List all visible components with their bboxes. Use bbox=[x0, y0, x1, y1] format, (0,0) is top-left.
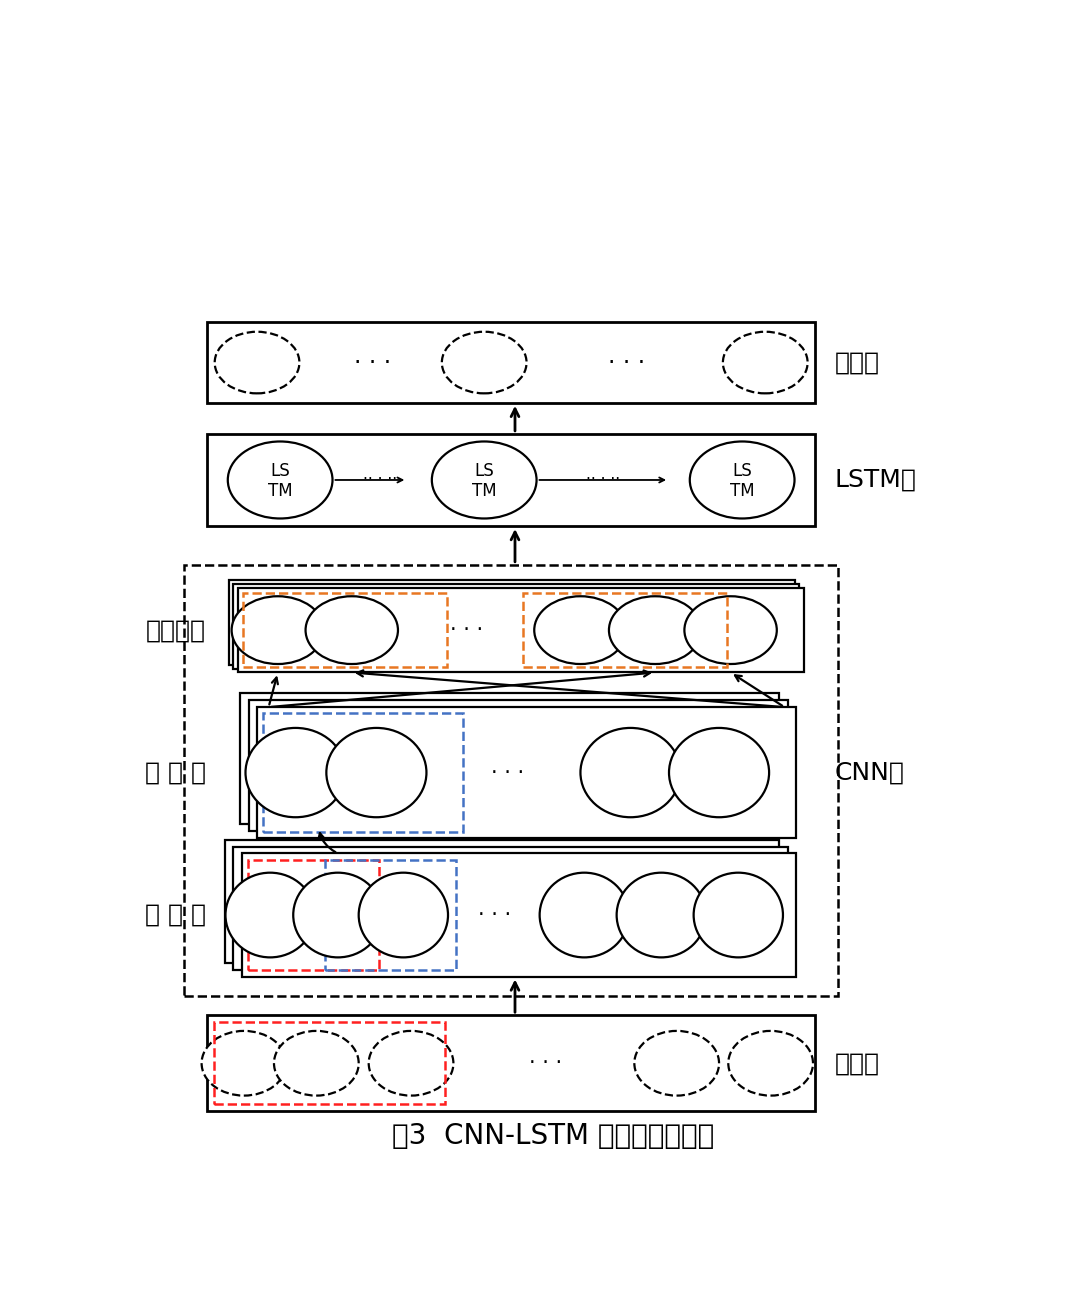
Text: 全连接层: 全连接层 bbox=[146, 618, 205, 642]
Text: · · ·: · · · bbox=[608, 350, 645, 375]
Bar bbox=[242, 854, 796, 977]
Ellipse shape bbox=[723, 332, 808, 393]
Ellipse shape bbox=[215, 332, 299, 393]
Ellipse shape bbox=[685, 596, 777, 664]
Bar bbox=[325, 859, 456, 970]
Ellipse shape bbox=[728, 1031, 813, 1096]
Ellipse shape bbox=[690, 442, 795, 518]
Bar bbox=[248, 700, 787, 831]
Ellipse shape bbox=[326, 727, 427, 818]
Bar bbox=[238, 588, 804, 672]
Ellipse shape bbox=[245, 727, 346, 818]
Ellipse shape bbox=[359, 872, 448, 957]
Bar bbox=[233, 584, 799, 669]
Ellipse shape bbox=[609, 596, 701, 664]
Text: 图3  CNN-LSTM 模型结构示意图: 图3 CNN-LSTM 模型结构示意图 bbox=[392, 1121, 715, 1150]
Bar bbox=[225, 840, 779, 963]
Text: 池 化 层: 池 化 层 bbox=[146, 761, 206, 784]
Ellipse shape bbox=[535, 596, 626, 664]
Bar bbox=[257, 707, 796, 839]
Text: · · ·: · · · bbox=[490, 762, 524, 783]
Bar bbox=[207, 434, 815, 526]
Bar bbox=[523, 593, 727, 667]
Text: TM: TM bbox=[268, 482, 293, 500]
Text: TM: TM bbox=[472, 482, 497, 500]
Bar bbox=[207, 322, 815, 403]
Ellipse shape bbox=[540, 872, 629, 957]
Text: LS: LS bbox=[474, 461, 494, 479]
Ellipse shape bbox=[617, 872, 706, 957]
Bar bbox=[207, 1016, 815, 1111]
Bar bbox=[240, 694, 779, 824]
Text: · · ·: · · · bbox=[354, 350, 391, 375]
Text: LSTM层: LSTM层 bbox=[835, 468, 917, 492]
Ellipse shape bbox=[432, 442, 537, 518]
Ellipse shape bbox=[669, 727, 769, 818]
Ellipse shape bbox=[231, 596, 324, 664]
Text: 输入层: 输入层 bbox=[835, 1052, 879, 1075]
Bar bbox=[233, 846, 787, 970]
Bar bbox=[264, 713, 463, 832]
Ellipse shape bbox=[368, 1031, 454, 1096]
Bar bbox=[247, 859, 379, 970]
Text: · · ·: · · · bbox=[450, 620, 483, 640]
Text: · · ·: · · · bbox=[477, 904, 511, 925]
Text: CNN层: CNN层 bbox=[835, 761, 904, 784]
Text: TM: TM bbox=[730, 482, 755, 500]
Text: LS: LS bbox=[732, 461, 752, 479]
Ellipse shape bbox=[634, 1031, 719, 1096]
Text: LS: LS bbox=[270, 461, 291, 479]
Bar bbox=[229, 580, 795, 665]
Bar bbox=[243, 593, 447, 667]
Ellipse shape bbox=[306, 596, 397, 664]
Ellipse shape bbox=[442, 332, 527, 393]
Bar bbox=[184, 565, 838, 996]
Text: · · ·: · · · bbox=[529, 1053, 563, 1074]
Text: ·· · ··: ·· · ·· bbox=[363, 473, 397, 487]
Text: 输出层: 输出层 bbox=[835, 350, 879, 375]
Ellipse shape bbox=[202, 1031, 286, 1096]
Ellipse shape bbox=[580, 727, 680, 818]
Ellipse shape bbox=[294, 872, 382, 957]
Bar bbox=[214, 1022, 445, 1105]
Ellipse shape bbox=[228, 442, 333, 518]
Text: ·· · ··: ·· · ·· bbox=[585, 473, 620, 487]
Text: 卷 积 层: 卷 积 层 bbox=[146, 903, 206, 928]
Ellipse shape bbox=[274, 1031, 359, 1096]
Ellipse shape bbox=[693, 872, 783, 957]
Ellipse shape bbox=[226, 872, 314, 957]
